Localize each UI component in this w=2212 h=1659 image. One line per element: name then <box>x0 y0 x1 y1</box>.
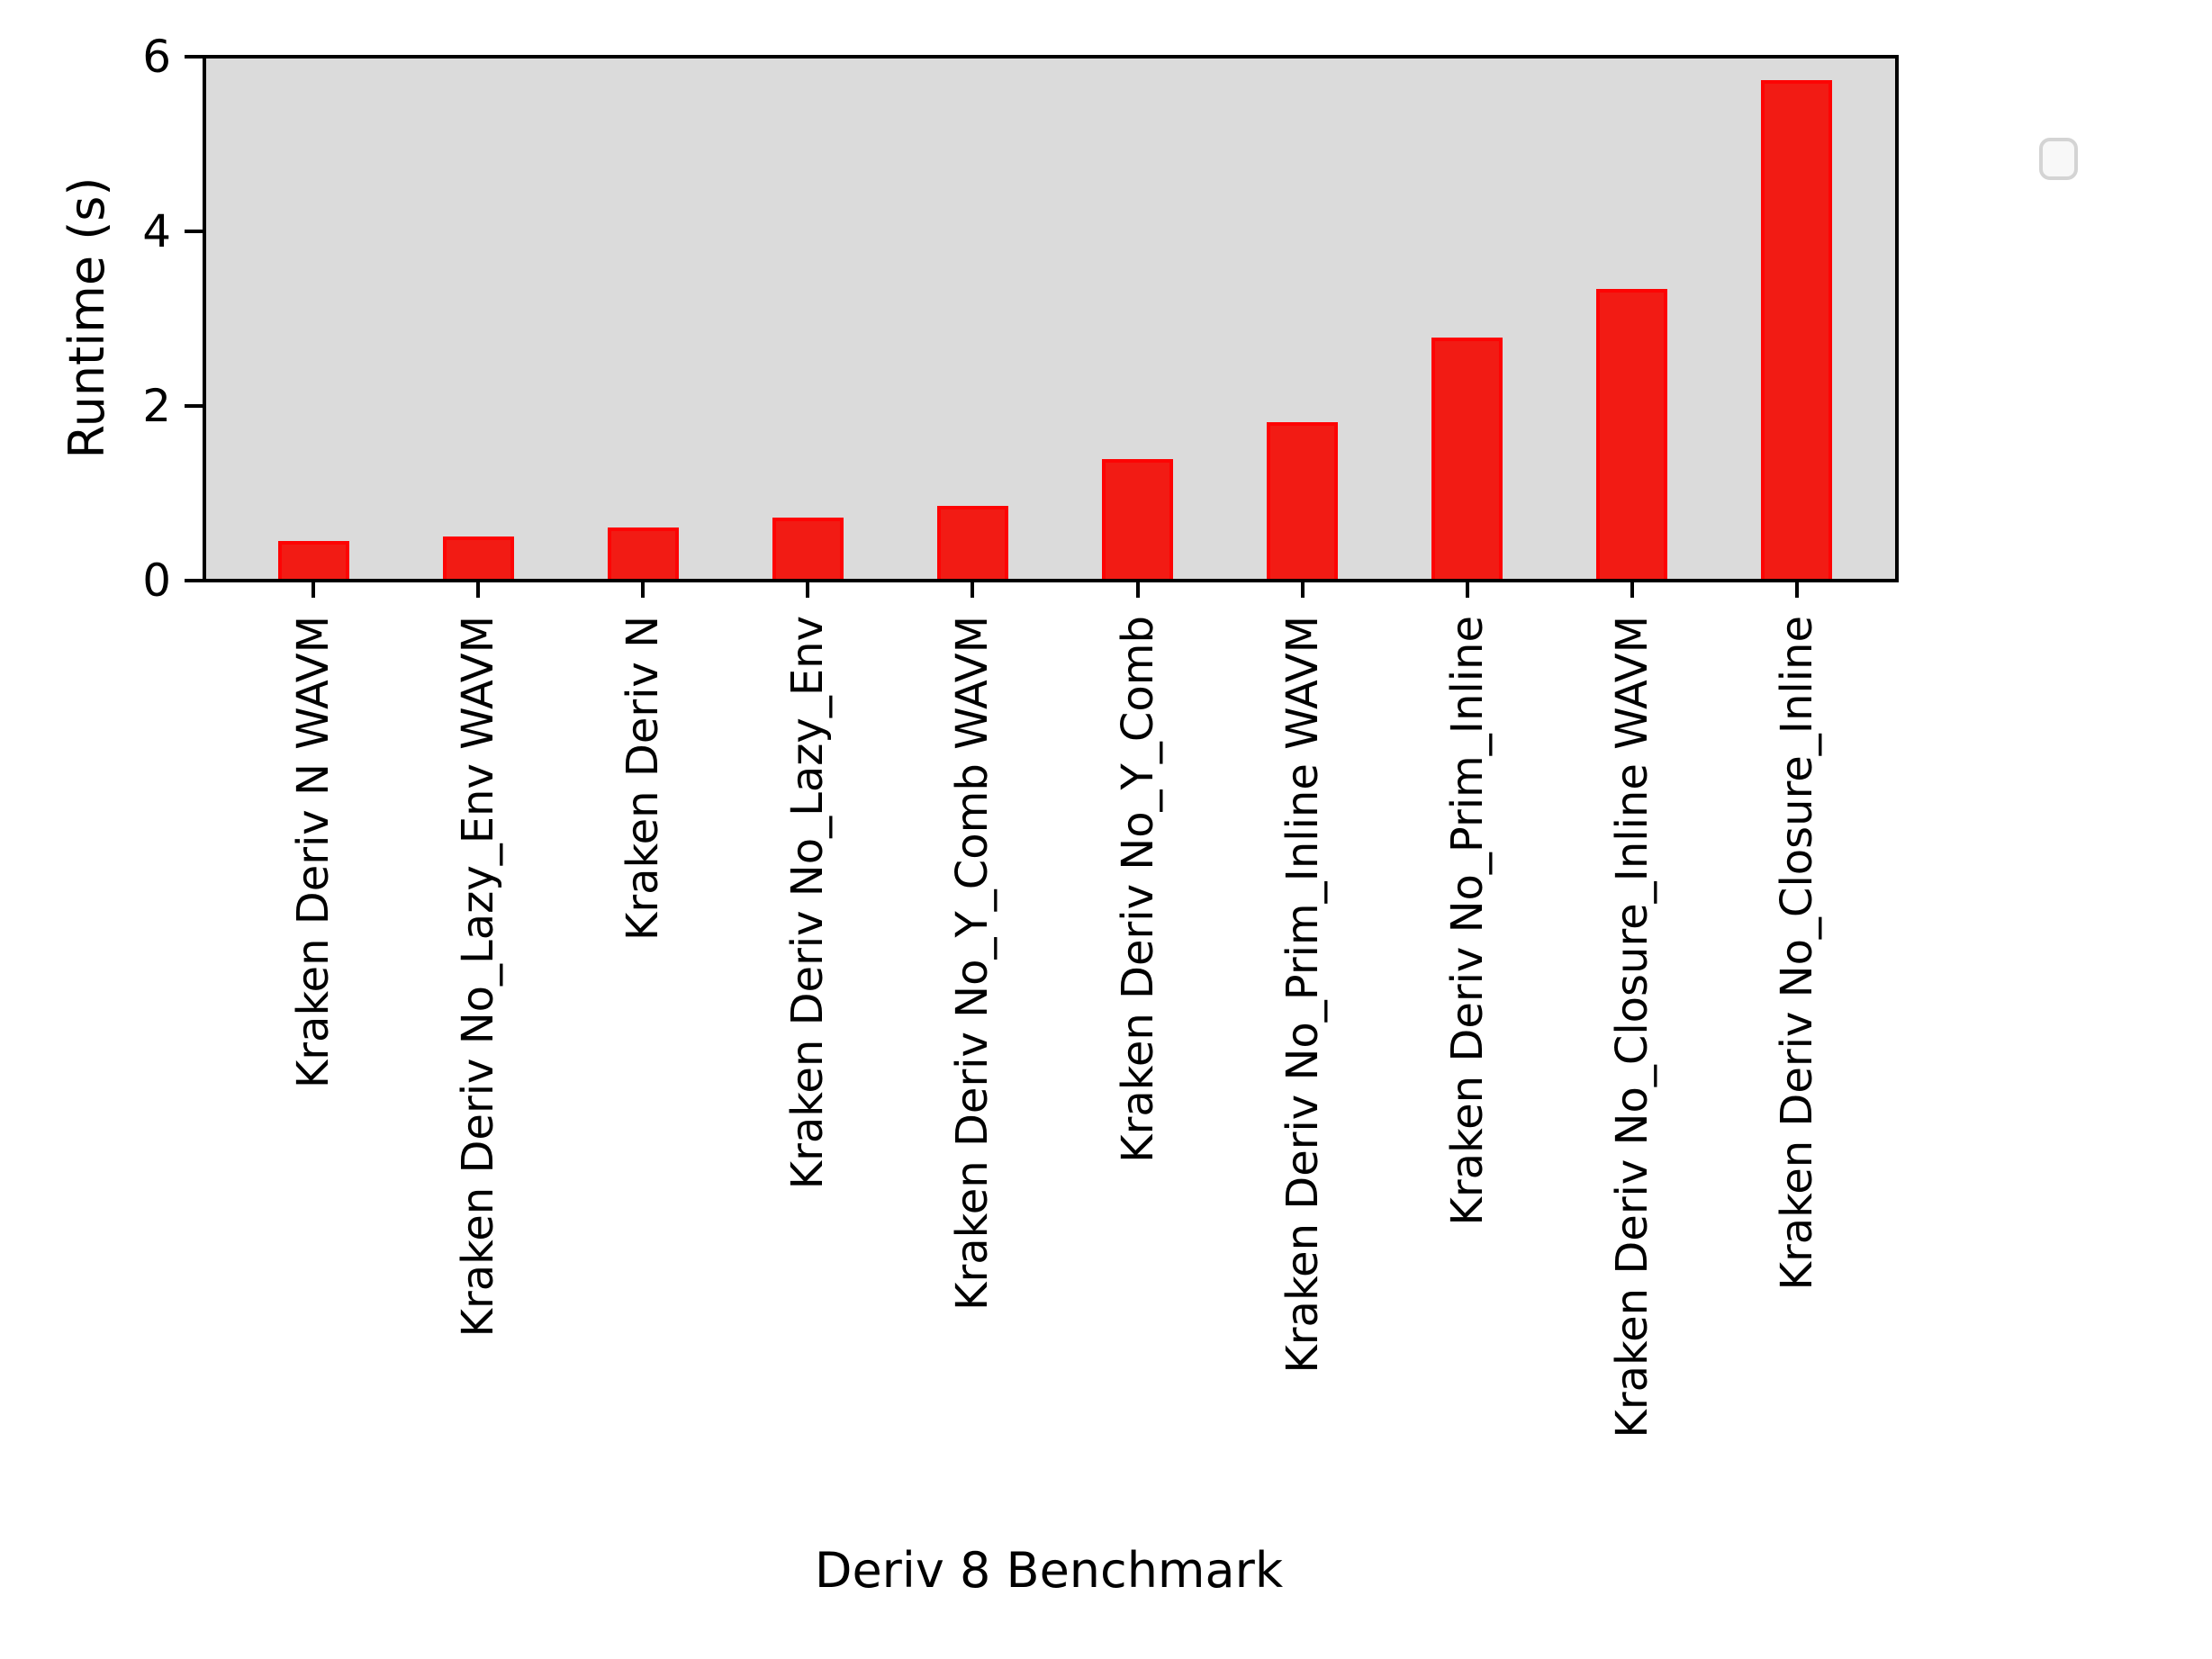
bar-kraken-deriv-n-wavm <box>277 541 349 579</box>
bar-kraken-deriv-no-y-comb-wavm <box>936 506 1008 579</box>
y-tick-label-0: 0 <box>142 555 171 607</box>
y-tick-mark-4 <box>185 230 204 233</box>
y-tick-mark-2 <box>185 404 204 408</box>
legend-box <box>2039 138 2078 180</box>
y-tick-label-2: 2 <box>142 380 171 432</box>
x-tick-mark-3 <box>641 582 646 598</box>
bar-kraken-deriv-no-lazy-env <box>772 518 844 579</box>
x-tick-mark-4 <box>806 582 810 598</box>
x-tick-mark-6 <box>1135 582 1140 598</box>
x-tick-label-7: Kraken Deriv No_Prim_Inline WAVM <box>1277 616 1328 1374</box>
x-tick-mark-5 <box>971 582 975 598</box>
bar-kraken-deriv-n <box>607 527 679 579</box>
x-tick-label-5: Kraken Deriv No_Y_Comb WAVM <box>947 616 998 1311</box>
x-tick-label-6: Kraken Deriv No_Y_Comb <box>1112 616 1163 1163</box>
bar-kraken-deriv-no-closure-inline <box>1761 80 1833 579</box>
x-tick-label-9: Kraken Deriv No_Closure_Inline WAVM <box>1606 616 1657 1438</box>
bar-kraken-deriv-no-prim-inline-wavm <box>1267 422 1339 579</box>
plot-area <box>203 55 2078 582</box>
x-tick-label-10: Kraken Deriv No_Closure_Inline <box>1771 616 1822 1291</box>
x-tick-mark-1 <box>311 582 315 598</box>
y-tick-label-4: 4 <box>142 205 171 257</box>
x-tick-label-1: Kraken Deriv N WAVM <box>288 616 339 1089</box>
bar-kraken-deriv-no-prim-inline <box>1431 338 1503 579</box>
x-axis-title: Deriv 8 Benchmark <box>814 1542 1284 1599</box>
x-tick-label-2: Kraken Deriv No_Lazy_Env WAVM <box>453 616 504 1338</box>
x-tick-mark-10 <box>1794 582 1799 598</box>
x-tick-mark-8 <box>1465 582 1469 598</box>
x-tick-label-3: Kraken Deriv N <box>618 616 669 942</box>
y-axis-label: Runtime (s) <box>59 176 115 459</box>
x-tick-mark-7 <box>1300 582 1305 598</box>
x-tick-label-4: Kraken Deriv No_Lazy_Env <box>782 616 834 1190</box>
x-tick-mark-2 <box>476 582 481 598</box>
y-tick-mark-6 <box>185 55 204 59</box>
x-tick-label-8: Kraken Deriv No_Prim_Inline <box>1441 616 1493 1226</box>
x-tick-mark-9 <box>1630 582 1634 598</box>
y-tick-label-6: 6 <box>142 31 171 83</box>
bar-kraken-deriv-no-closure-inline-wavm <box>1596 289 1668 579</box>
y-tick-mark-0 <box>185 579 204 582</box>
bar-kraken-deriv-no-y-comb <box>1102 459 1173 579</box>
bar-kraken-deriv-no-lazy-env-wavm <box>442 536 514 579</box>
